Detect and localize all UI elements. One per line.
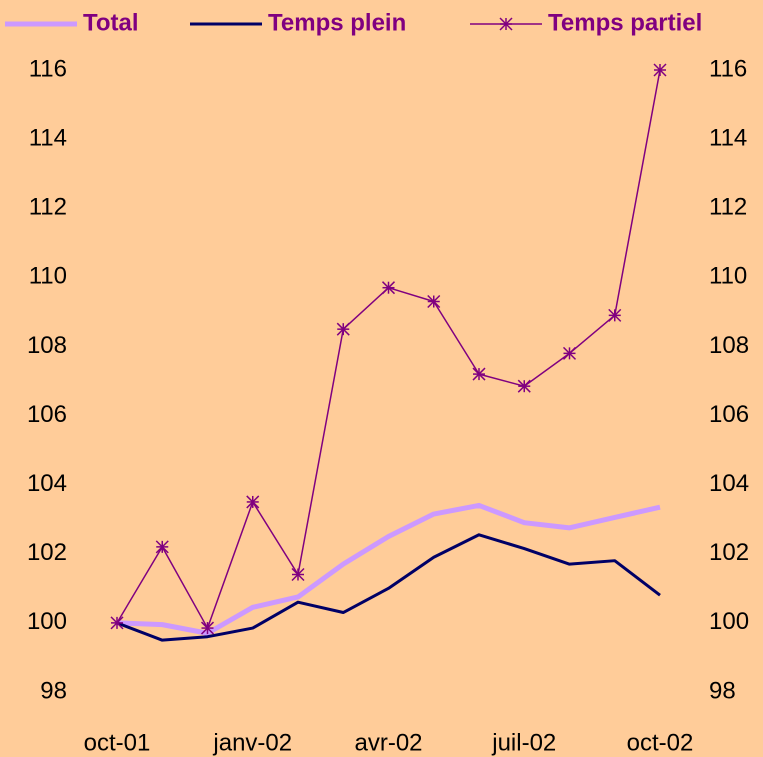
y-tick-label: 114 bbox=[29, 124, 67, 151]
marker bbox=[608, 308, 622, 322]
y2-tick-label: 116 bbox=[709, 55, 747, 82]
marker-stroke bbox=[499, 17, 513, 31]
marker bbox=[381, 281, 396, 295]
y-tick-label: 116 bbox=[29, 55, 67, 82]
marker bbox=[110, 616, 124, 630]
y2-tick-label: 110 bbox=[709, 263, 747, 290]
series-line bbox=[116, 533, 661, 642]
marker-stroke bbox=[608, 308, 622, 322]
x-tick-label: juil-02 bbox=[491, 729, 556, 756]
x-tick-label: janv-02 bbox=[212, 729, 292, 756]
marker bbox=[336, 322, 350, 336]
marker-stroke bbox=[562, 346, 577, 360]
y2-tick-label: 98 bbox=[709, 677, 736, 704]
x-tick-label: oct-01 bbox=[84, 729, 151, 756]
marker bbox=[246, 495, 260, 509]
marker bbox=[155, 540, 169, 554]
marker-stroke bbox=[336, 322, 350, 336]
y-tick-label: 108 bbox=[27, 332, 67, 359]
y-tick-label: 106 bbox=[27, 401, 67, 428]
legend-label: Temps partiel bbox=[548, 9, 702, 36]
marker-stroke bbox=[472, 367, 486, 381]
marker-stroke bbox=[200, 621, 215, 635]
y-tick-label: 110 bbox=[29, 263, 67, 290]
marker-stroke bbox=[291, 567, 305, 582]
marker-stroke bbox=[427, 294, 441, 309]
marker bbox=[427, 294, 441, 309]
y2-tick-label: 102 bbox=[709, 539, 749, 566]
x-tick-label: avr-02 bbox=[354, 729, 422, 756]
y-tick-label: 100 bbox=[27, 608, 67, 635]
y2-tick-label: 112 bbox=[709, 194, 747, 221]
y-tick-label: 112 bbox=[29, 194, 67, 221]
marker bbox=[653, 63, 667, 77]
legend-label: Temps plein bbox=[268, 9, 406, 36]
marker-stroke bbox=[653, 63, 667, 77]
marker-stroke bbox=[110, 616, 124, 630]
y2-tick-label: 114 bbox=[709, 124, 747, 151]
marker-stroke bbox=[517, 379, 531, 393]
marker-stroke bbox=[381, 281, 396, 295]
x-tick-label: oct-02 bbox=[627, 729, 694, 756]
marker-stroke bbox=[246, 495, 260, 509]
y-tick-label: 98 bbox=[40, 677, 67, 704]
marker-stroke bbox=[155, 540, 169, 554]
marker bbox=[499, 17, 513, 31]
marker bbox=[472, 367, 486, 381]
marker bbox=[517, 379, 531, 393]
y-tick-label: 104 bbox=[27, 470, 67, 497]
y2-tick-label: 100 bbox=[709, 608, 749, 635]
legend-label: Total bbox=[83, 9, 139, 36]
y2-tick-label: 104 bbox=[709, 470, 749, 497]
y2-tick-label: 108 bbox=[709, 332, 749, 359]
y2-tick-label: 106 bbox=[709, 401, 749, 428]
marker bbox=[200, 621, 215, 635]
marker bbox=[562, 346, 577, 360]
y-tick-label: 102 bbox=[27, 539, 67, 566]
marker bbox=[291, 567, 305, 582]
